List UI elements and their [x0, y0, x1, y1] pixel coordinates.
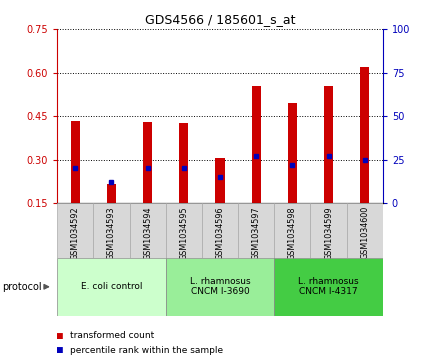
- Bar: [143, 122, 152, 203]
- Bar: [202, 203, 238, 258]
- Text: L. rhamnosus
CNCM I-3690: L. rhamnosus CNCM I-3690: [190, 277, 250, 297]
- Bar: [311, 203, 347, 258]
- Text: protocol: protocol: [2, 282, 42, 292]
- Bar: [129, 203, 166, 258]
- Text: GSM1034594: GSM1034594: [143, 206, 152, 260]
- Bar: [347, 203, 383, 258]
- Text: ■: ■: [57, 345, 63, 355]
- Text: percentile rank within the sample: percentile rank within the sample: [70, 346, 224, 355]
- Bar: [71, 121, 80, 203]
- Bar: [107, 184, 116, 203]
- Text: L. rhamnosus
CNCM I-4317: L. rhamnosus CNCM I-4317: [298, 277, 359, 297]
- Bar: [166, 203, 202, 258]
- Text: ■: ■: [57, 331, 63, 341]
- Bar: [288, 103, 297, 203]
- Text: GSM1034596: GSM1034596: [216, 206, 224, 260]
- Text: GSM1034597: GSM1034597: [252, 206, 260, 260]
- Text: GSM1034599: GSM1034599: [324, 206, 333, 260]
- Bar: [252, 86, 260, 203]
- FancyBboxPatch shape: [57, 258, 166, 316]
- Text: GSM1034600: GSM1034600: [360, 206, 369, 259]
- Title: GDS4566 / 185601_s_at: GDS4566 / 185601_s_at: [145, 13, 295, 26]
- Bar: [216, 158, 224, 203]
- Bar: [180, 123, 188, 203]
- Text: GSM1034598: GSM1034598: [288, 206, 297, 260]
- Bar: [360, 67, 369, 203]
- Text: E. coli control: E. coli control: [81, 282, 142, 291]
- Text: transformed count: transformed count: [70, 331, 154, 340]
- Bar: [238, 203, 274, 258]
- Bar: [57, 203, 93, 258]
- Text: GSM1034592: GSM1034592: [71, 206, 80, 260]
- Bar: [93, 203, 129, 258]
- Text: GSM1034595: GSM1034595: [180, 206, 188, 260]
- FancyBboxPatch shape: [166, 258, 274, 316]
- Bar: [274, 203, 311, 258]
- FancyBboxPatch shape: [274, 258, 383, 316]
- Bar: [324, 86, 333, 203]
- Text: GSM1034593: GSM1034593: [107, 206, 116, 260]
